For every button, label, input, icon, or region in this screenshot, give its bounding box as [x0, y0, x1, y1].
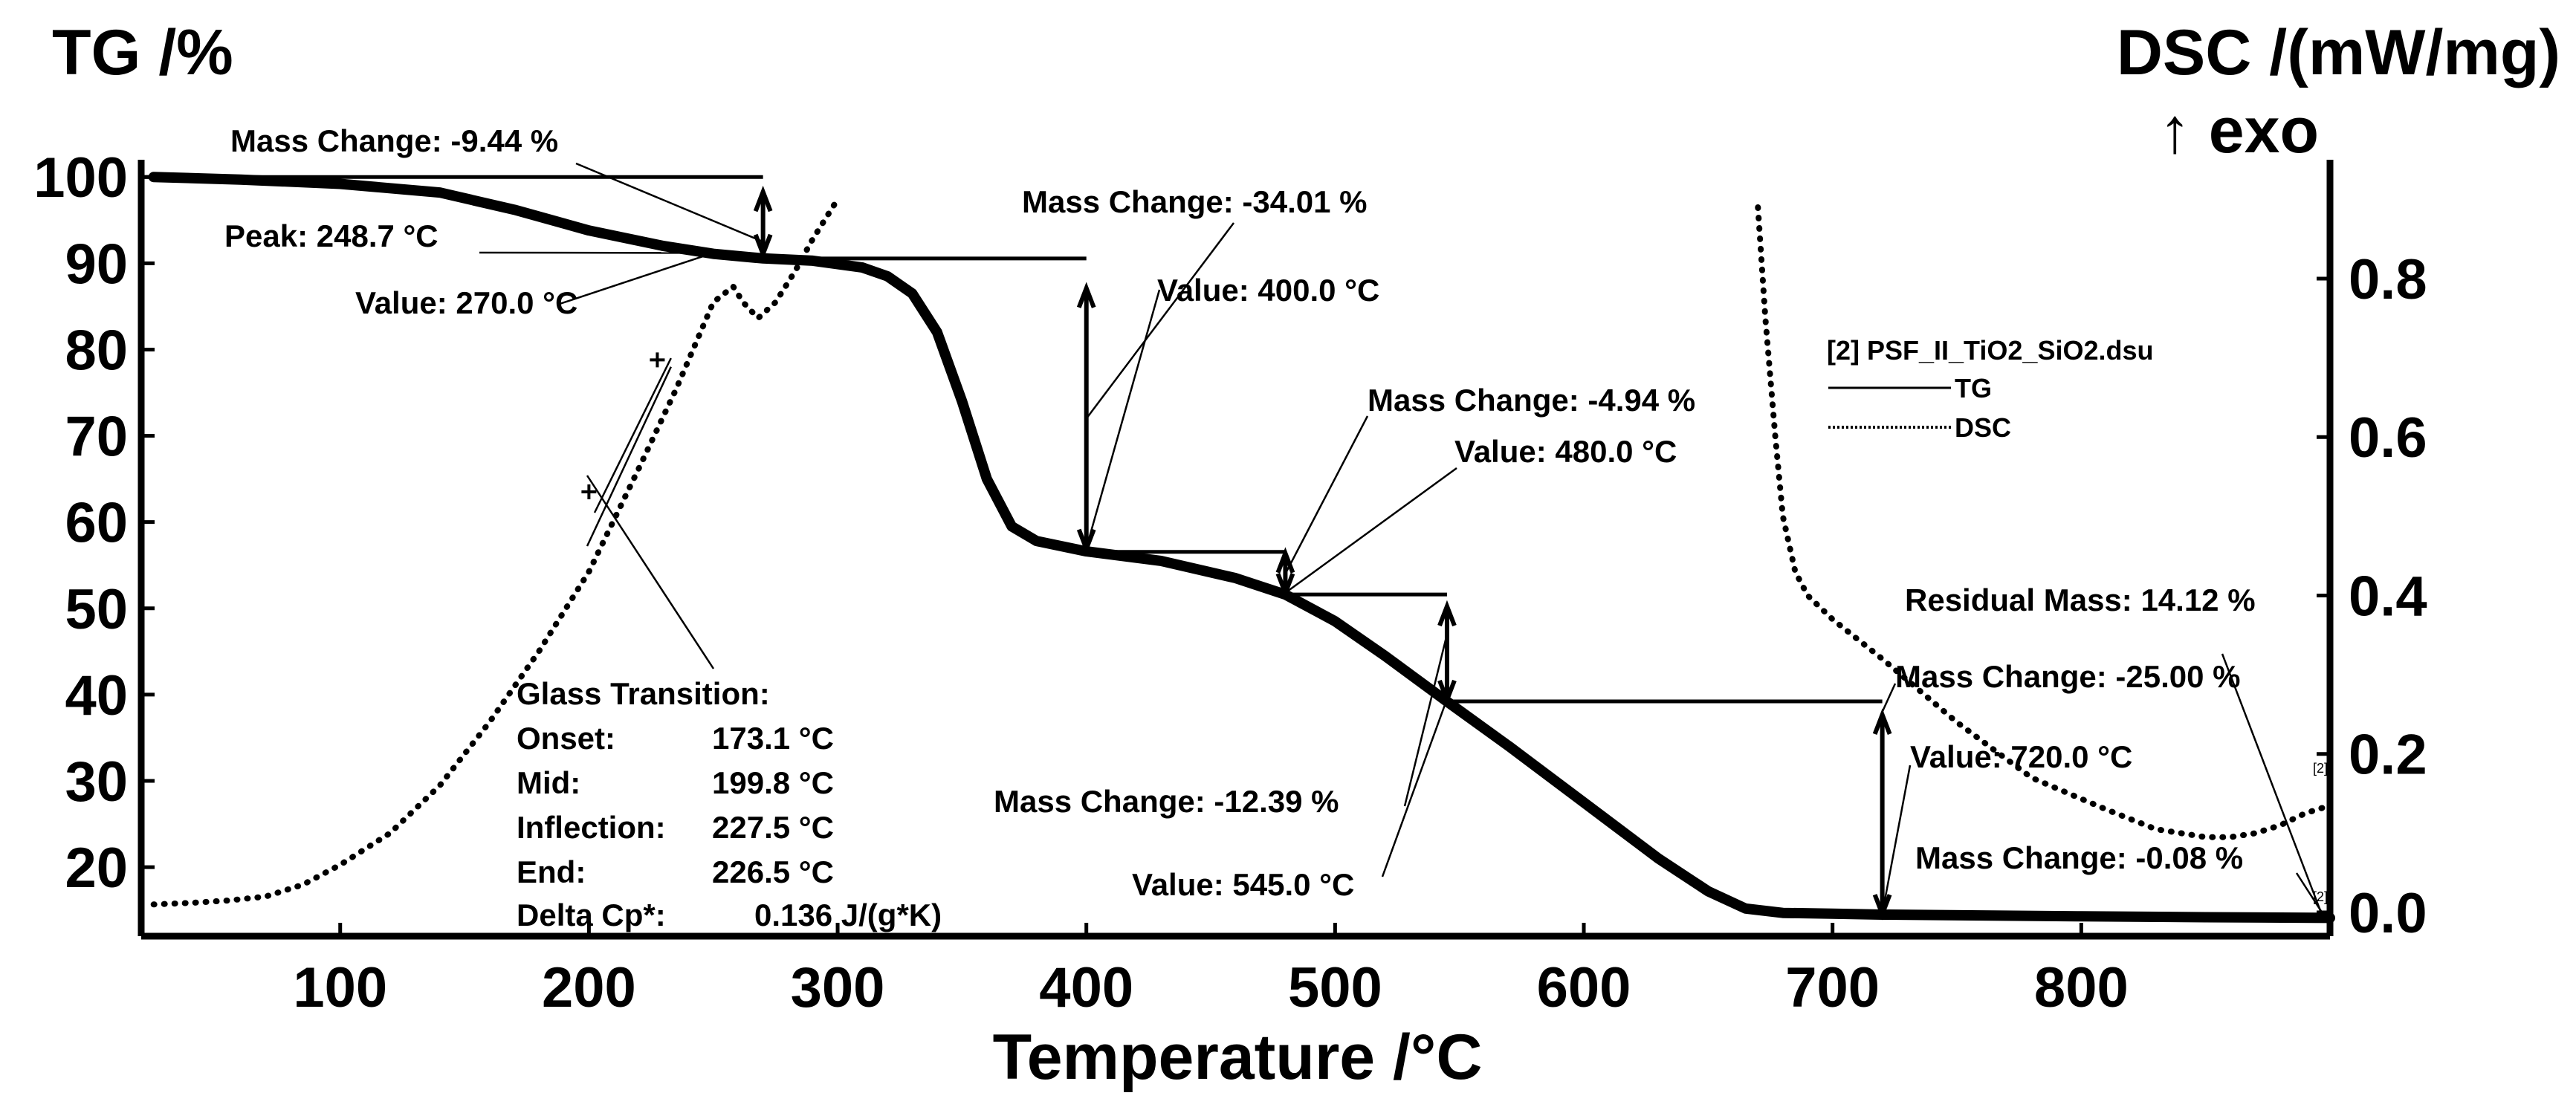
- leader-value-720: [1881, 765, 1912, 915]
- x-tick-label: 400: [1039, 956, 1133, 1019]
- dsc-curve-segment: [1755, 204, 2333, 840]
- annotation-value-480: Value: 480.0 °C: [1454, 434, 1677, 469]
- annotation-mass-change-6: Mass Change: -0.08 %: [1915, 840, 2243, 875]
- y-right-tick-label: 0.0: [2349, 882, 2427, 945]
- leader-glass-transition: [586, 475, 715, 669]
- y-axis-right-title: DSC /(mW/mg): [2117, 17, 2560, 88]
- leader-value-480: [1284, 467, 1457, 594]
- mass-change-2-arrow-head-start: [1076, 282, 1096, 308]
- y-left-tick-label: 90: [65, 233, 128, 296]
- gt-row-label: Delta Cp*:: [517, 898, 666, 932]
- y-left-tick-label: 100: [33, 146, 128, 210]
- x-tick-label: 700: [1785, 956, 1880, 1019]
- annotation-mass-change-2: Mass Change: -34.01 %: [1022, 184, 1368, 219]
- leader-value-270: [557, 252, 714, 306]
- annotation-value-545: Value: 545.0 °C: [1132, 867, 1354, 902]
- annotation-mass-change-5: Mass Change: -25.00 %: [1895, 659, 2241, 694]
- leader-mass-change-3: [1284, 415, 1369, 574]
- dsc-curve-segment: [150, 196, 841, 908]
- leader-residual-mass: [2221, 653, 2324, 917]
- mass-change-5-arrow-head-start: [1872, 708, 1892, 736]
- gt-row-label: Inflection:: [517, 810, 666, 845]
- mass-change-5-arrow-head-end: [1872, 894, 1892, 921]
- annotation-mass-change-4: Mass Change: -12.39 %: [994, 784, 1339, 819]
- y-left-tick-label: 60: [65, 492, 128, 555]
- x-tick-label: 100: [293, 956, 387, 1019]
- ticks: 100 200 300 400 500 600 700 800 20 30 40 50 60 70 80 90…: [33, 146, 2427, 1019]
- gt-row-value: 226.5 °C: [712, 854, 834, 889]
- annotation-mass-change-1: Mass Change: -9.44 %: [230, 123, 558, 158]
- y-left-tick-label: 70: [65, 406, 128, 469]
- y-left-tick-label: 30: [65, 750, 128, 814]
- gt-mid-marker: [581, 484, 597, 500]
- curve-marker: [2]: [2313, 761, 2328, 776]
- leader-mass-change-6: [2295, 872, 2326, 918]
- y-left-tick-label: 40: [65, 664, 128, 727]
- mass-change-1-arrow-head-start: [753, 185, 773, 212]
- mass-change-1-arrow-head-end: [753, 233, 773, 261]
- gt-row-value: 199.8 °C: [712, 765, 834, 800]
- y-right-tick-label: 0.2: [2349, 724, 2427, 787]
- x-tick-label: 200: [542, 956, 636, 1019]
- y-axis-right-subtitle: ↑ exo: [2159, 95, 2319, 166]
- annotation-leaders: [141, 162, 2326, 921]
- x-tick-label: 500: [1288, 956, 1382, 1019]
- y-right-tick-label: 0.6: [2349, 406, 2427, 470]
- gt-row-label: End:: [517, 854, 586, 889]
- annotation-value-270: Value: 270.0 °C: [355, 285, 577, 320]
- leader-mass-change-1: [575, 162, 764, 243]
- x-tick-label: 600: [1537, 956, 1631, 1019]
- gt-row-value: 173.1 °C: [712, 721, 834, 756]
- annotation-residual-mass: Residual Mass: 14.12 %: [1905, 583, 2256, 617]
- y-left-tick-label: 50: [65, 578, 128, 641]
- gt-tangent-1: [593, 357, 672, 513]
- legend-file: [2] PSF_II_TiO2_SiO2.dsu: [1827, 335, 2154, 366]
- legend-tg-label: TG: [1955, 373, 1992, 403]
- axes: [137, 160, 2334, 940]
- gt-row-label: Mid:: [517, 765, 580, 800]
- leader-value-545: [1381, 698, 1449, 877]
- curve-marker: [2]: [2313, 889, 2328, 904]
- x-tick-label: 800: [2034, 956, 2129, 1019]
- gt-row-value: 0.136 J/(g*K): [754, 898, 942, 932]
- leader-mass-change-2: [1085, 222, 1234, 420]
- legend: [2] PSF_II_TiO2_SiO2.dsu TG DSC: [1827, 335, 2154, 443]
- glass-transition-title: Glass Transition:: [517, 676, 770, 711]
- annotation-value-400: Value: 400.0 °C: [1157, 273, 1379, 308]
- gt-tangent-2: [586, 366, 672, 547]
- y-right-tick-label: 0.4: [2349, 565, 2427, 628]
- leader-value-400: [1085, 289, 1161, 548]
- annotation-value-720: Value: 720.0 °C: [1910, 739, 2132, 774]
- mass-change-2-arrow-head-end: [1076, 528, 1096, 556]
- glass-transition-block: Glass Transition: Onset: 173.1 °C Mid: 1…: [517, 676, 942, 932]
- legend-dsc-label: DSC: [1955, 412, 2011, 443]
- gt-row-label: Onset:: [517, 721, 615, 756]
- annotation-mass-change-3: Mass Change: -4.94 %: [1368, 383, 1695, 418]
- gt-row-value: 227.5 °C: [712, 810, 834, 845]
- y-axis-left-title: TG /%: [52, 17, 233, 88]
- y-right-tick-label: 0.8: [2349, 248, 2427, 311]
- x-tick-label: 300: [791, 956, 885, 1019]
- leader-mass-change-4: [1403, 634, 1449, 807]
- annotation-peak: Peak: 248.7 °C: [224, 218, 438, 253]
- leader-mass-change-5: [1881, 683, 1897, 713]
- mass-change-3-arrow-head-end: [1275, 573, 1295, 600]
- mass-change-4-arrow-head-start: [1437, 600, 1457, 627]
- gt-inflection-marker: [650, 352, 665, 368]
- y-left-tick-label: 80: [65, 319, 128, 382]
- x-axis-title: Temperature /°C: [993, 1022, 1483, 1093]
- y-left-tick-label: 20: [65, 837, 128, 900]
